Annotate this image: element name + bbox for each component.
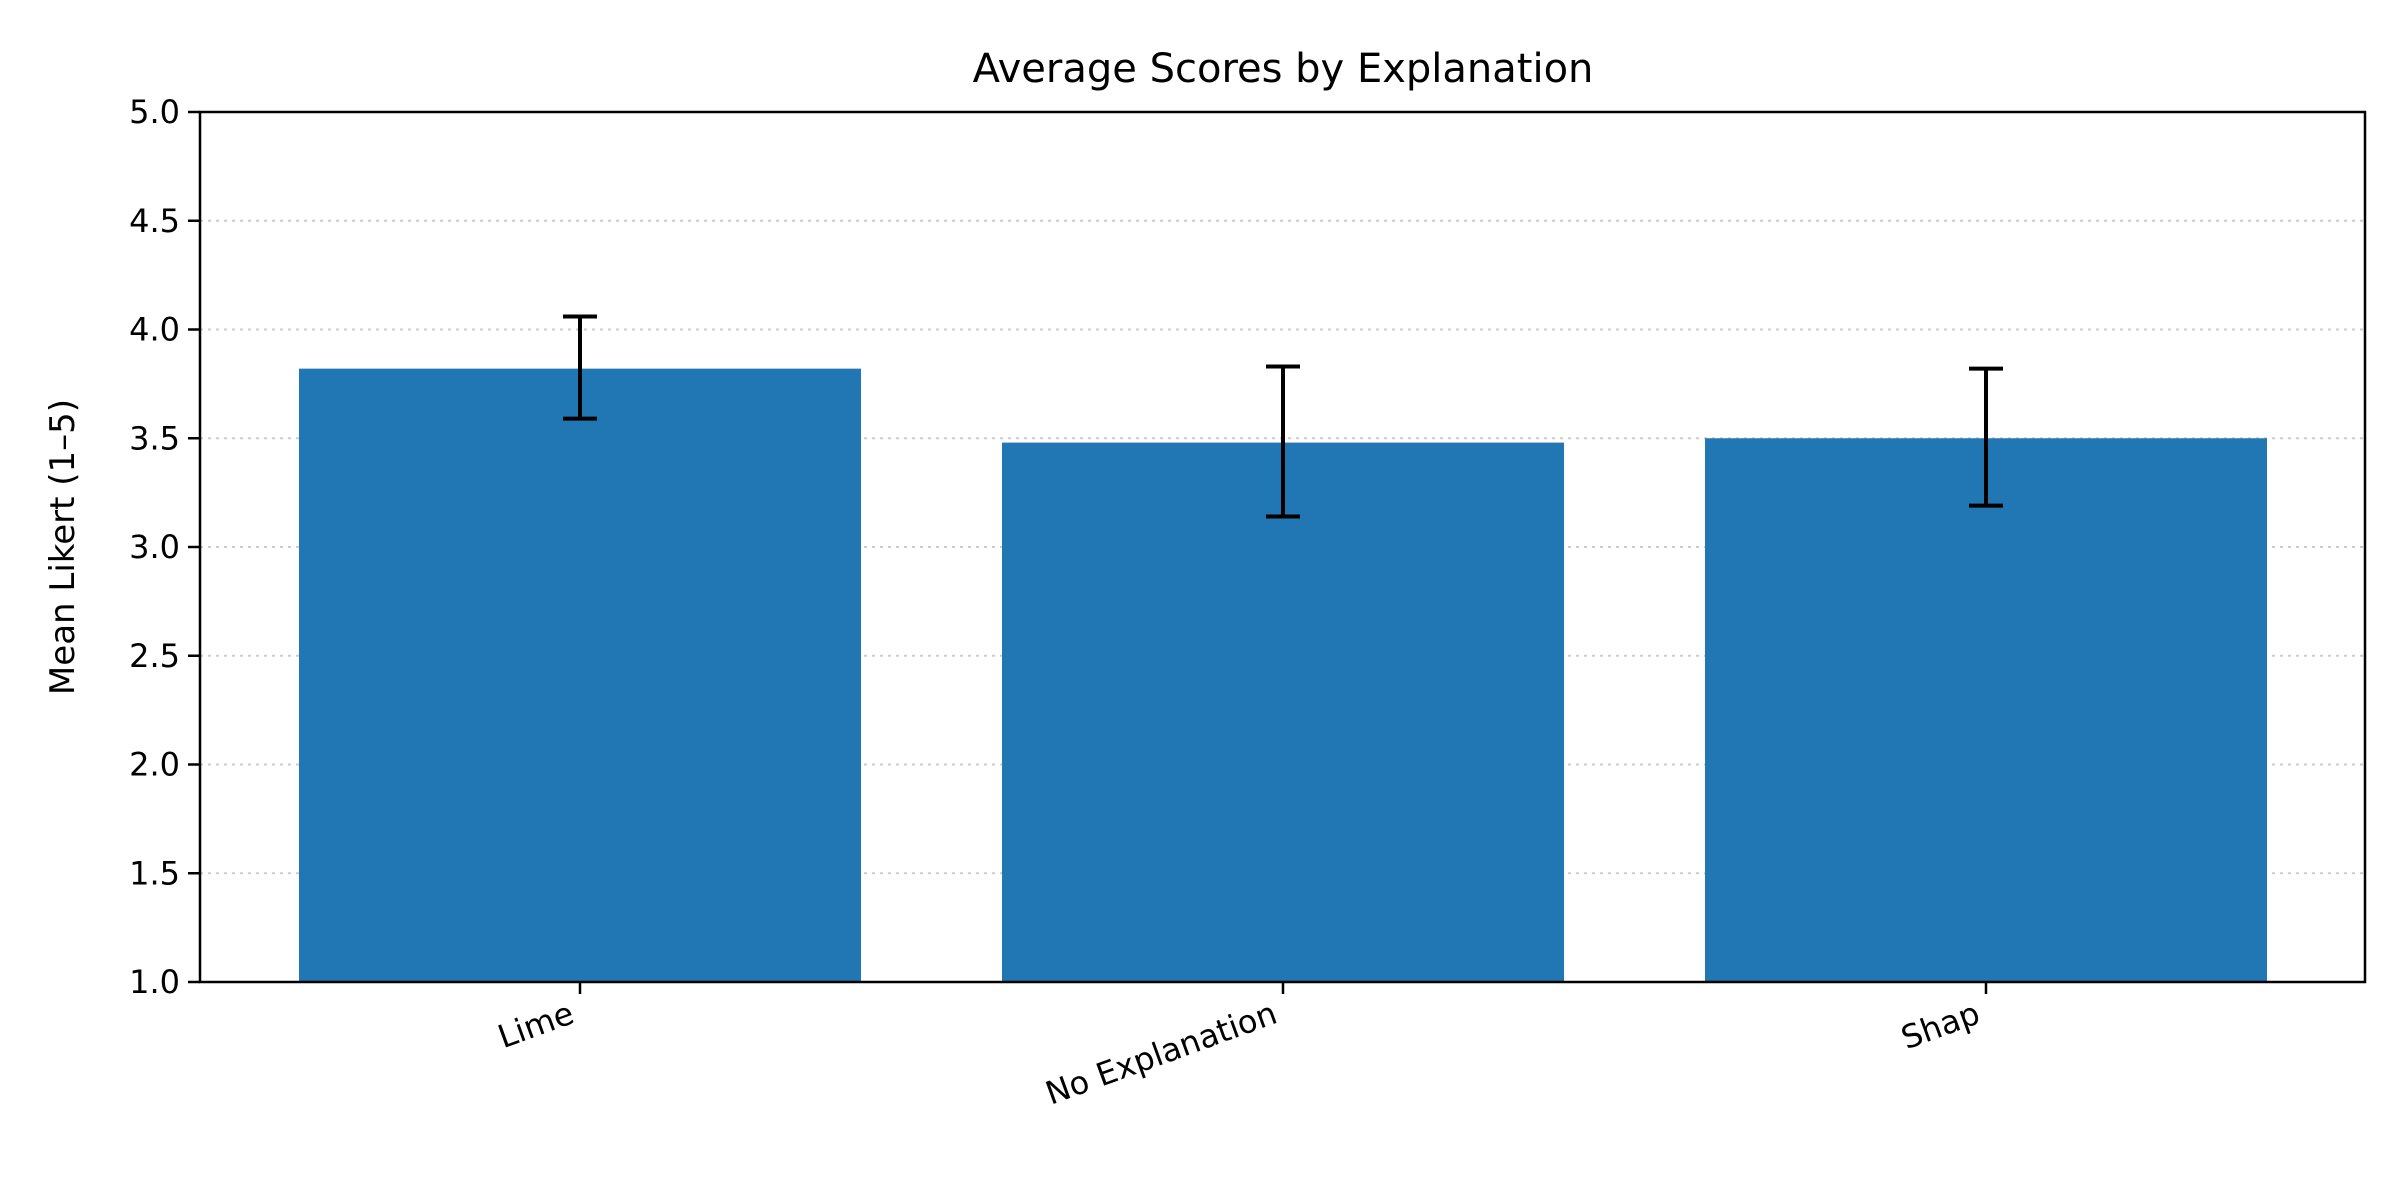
- y-tick-label: 1.5: [129, 854, 180, 892]
- error-bars: [563, 314, 2003, 519]
- bar: [299, 368, 861, 982]
- y-tick-label: 4.5: [129, 202, 180, 240]
- y-tick-label: 3.0: [129, 528, 180, 566]
- bar: [1002, 442, 1564, 983]
- chart-title: Average Scores by Explanation: [973, 46, 1594, 92]
- y-tick-label: 2.0: [129, 746, 180, 784]
- y-tick-label: 5.0: [129, 93, 180, 131]
- y-tick-label: 2.5: [129, 637, 180, 675]
- bars: [299, 368, 2267, 983]
- y-tick-label: 1.0: [129, 963, 180, 1001]
- y-axis-label: Mean Likert (1–5): [43, 399, 83, 695]
- bar: [1705, 438, 2267, 982]
- y-tick-label: 3.5: [129, 419, 180, 457]
- y-tick-label: 4.0: [129, 311, 180, 349]
- y-axis-ticks: 1.0 1.5 2.0 2.5 3.0 3.5 4.0 4.5 5.0: [129, 93, 200, 1001]
